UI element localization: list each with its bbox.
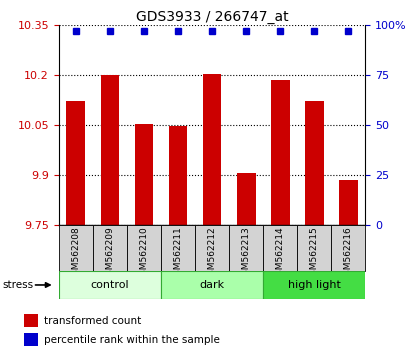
Bar — [66, 102, 85, 225]
Bar — [161, 271, 263, 299]
Bar — [237, 173, 255, 225]
Bar — [59, 225, 93, 271]
Bar — [263, 271, 365, 299]
Bar — [297, 225, 331, 271]
Text: percentile rank within the sample: percentile rank within the sample — [44, 335, 220, 345]
Text: dark: dark — [200, 280, 225, 290]
Text: GSM562209: GSM562209 — [105, 226, 114, 281]
Text: GSM562210: GSM562210 — [139, 226, 148, 281]
Text: transformed count: transformed count — [44, 316, 142, 326]
Title: GDS3933 / 266747_at: GDS3933 / 266747_at — [136, 10, 289, 24]
Bar — [24, 333, 38, 346]
Bar — [271, 80, 290, 225]
Bar — [161, 225, 195, 271]
Text: stress: stress — [2, 280, 33, 290]
Bar — [263, 225, 297, 271]
Text: GSM562211: GSM562211 — [173, 226, 183, 281]
Bar — [203, 74, 221, 225]
Text: high light: high light — [288, 280, 341, 290]
Text: GSM562216: GSM562216 — [344, 226, 353, 281]
Bar — [339, 180, 358, 225]
Bar — [305, 102, 324, 225]
Bar — [127, 225, 161, 271]
Bar — [134, 124, 153, 225]
Text: GSM562214: GSM562214 — [276, 226, 285, 281]
Bar — [24, 314, 38, 327]
Bar — [93, 225, 127, 271]
Bar — [229, 225, 263, 271]
Bar — [100, 75, 119, 225]
Text: control: control — [91, 280, 129, 290]
Bar — [331, 225, 365, 271]
Bar — [195, 225, 229, 271]
Bar — [169, 126, 187, 225]
Text: GSM562212: GSM562212 — [207, 226, 217, 281]
Text: GSM562215: GSM562215 — [310, 226, 319, 281]
Text: GSM562208: GSM562208 — [71, 226, 80, 281]
Text: GSM562213: GSM562213 — [241, 226, 251, 281]
Bar — [59, 271, 161, 299]
